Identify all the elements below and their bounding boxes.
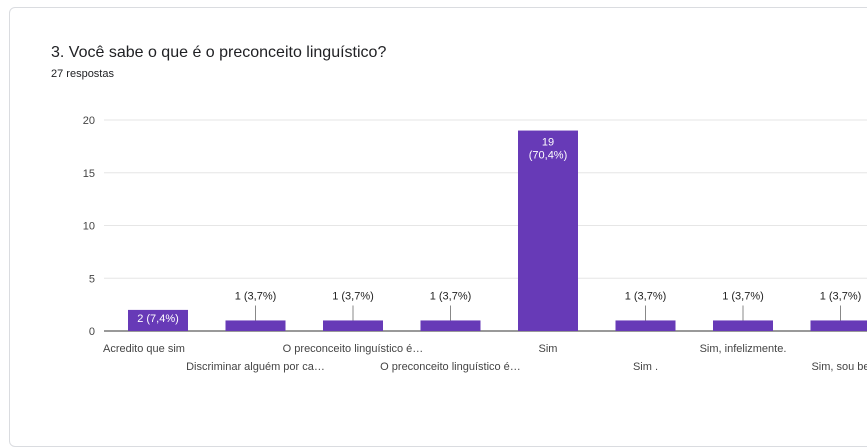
y-tick-label: 15 [83, 168, 95, 180]
x-tick-label: Acredito que sim [103, 343, 185, 355]
x-tick-label: O preconceito linguístico é… [283, 343, 424, 355]
bar [713, 320, 773, 331]
data-label: 1 (3,7%) [332, 290, 374, 302]
x-tick-label: Discriminar alguém por ca… [186, 361, 325, 373]
bar-chart: 0 5 10 15 20 2 (7,4%) Acredito que sim 1 (3,7%)… [0, 0, 867, 435]
y-tick-label: 5 [89, 273, 95, 285]
x-tick-label: Sim, infelizmente. [700, 343, 787, 355]
data-label: 19 [542, 137, 554, 149]
data-label: 2 (7,4%) [137, 313, 179, 325]
y-tick-label: 20 [83, 115, 95, 127]
bar [616, 320, 676, 331]
data-label: 1 (3,7%) [235, 290, 277, 302]
data-label: 1 (3,7%) [820, 290, 862, 302]
bar [421, 320, 481, 331]
x-tick-label: O preconceito linguístico é… [380, 361, 521, 373]
bar [323, 320, 383, 331]
data-label: 1 (3,7%) [625, 290, 667, 302]
y-tick-label: 10 [83, 221, 95, 233]
y-tick-label: 0 [89, 326, 95, 338]
x-tick-label: Sim . [633, 361, 658, 373]
x-tick-label: Sim [539, 343, 558, 355]
data-label: (70,4%) [529, 150, 568, 162]
data-label: 1 (3,7%) [722, 290, 764, 302]
bar [811, 320, 867, 331]
bar [226, 320, 286, 331]
x-tick-label: Sim, sou be [811, 361, 867, 373]
data-label: 1 (3,7%) [430, 290, 472, 302]
